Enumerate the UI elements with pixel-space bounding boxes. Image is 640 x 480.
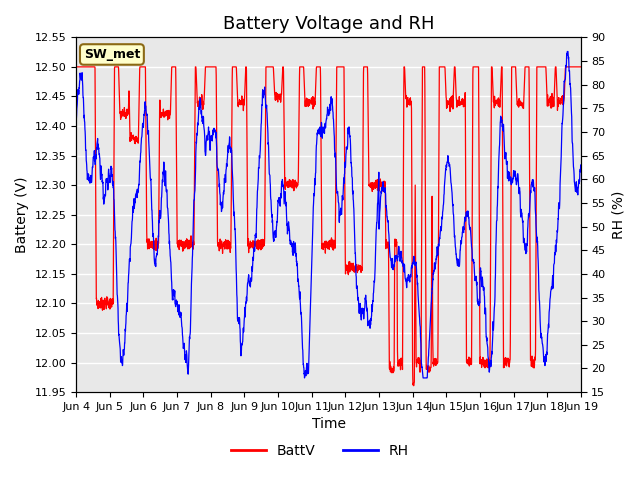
BattV [570, 64, 578, 70]
Text: SW_met: SW_met [84, 48, 140, 61]
Title: Battery Voltage and RH: Battery Voltage and RH [223, 15, 435, 33]
RH [563, 48, 571, 54]
Y-axis label: RH (%): RH (%) [611, 191, 625, 239]
RH [232, 237, 239, 243]
RH [359, 306, 367, 312]
BattV [72, 64, 80, 70]
RH [481, 292, 488, 298]
RH [577, 164, 585, 170]
Line: RH: RH [76, 51, 581, 378]
BattV [123, 107, 131, 113]
RH [301, 375, 308, 381]
BattV [410, 383, 417, 389]
RH [509, 177, 516, 183]
RH [72, 110, 80, 116]
BattV [509, 64, 516, 70]
RH [570, 172, 578, 178]
Y-axis label: Battery (V): Battery (V) [15, 177, 29, 253]
BattV [358, 233, 366, 239]
BattV [481, 364, 488, 370]
Line: BattV: BattV [76, 67, 581, 386]
Legend: BattV, RH: BattV, RH [225, 438, 415, 464]
BattV [577, 64, 585, 70]
X-axis label: Time: Time [312, 418, 346, 432]
RH [123, 306, 131, 312]
BattV [232, 64, 239, 70]
